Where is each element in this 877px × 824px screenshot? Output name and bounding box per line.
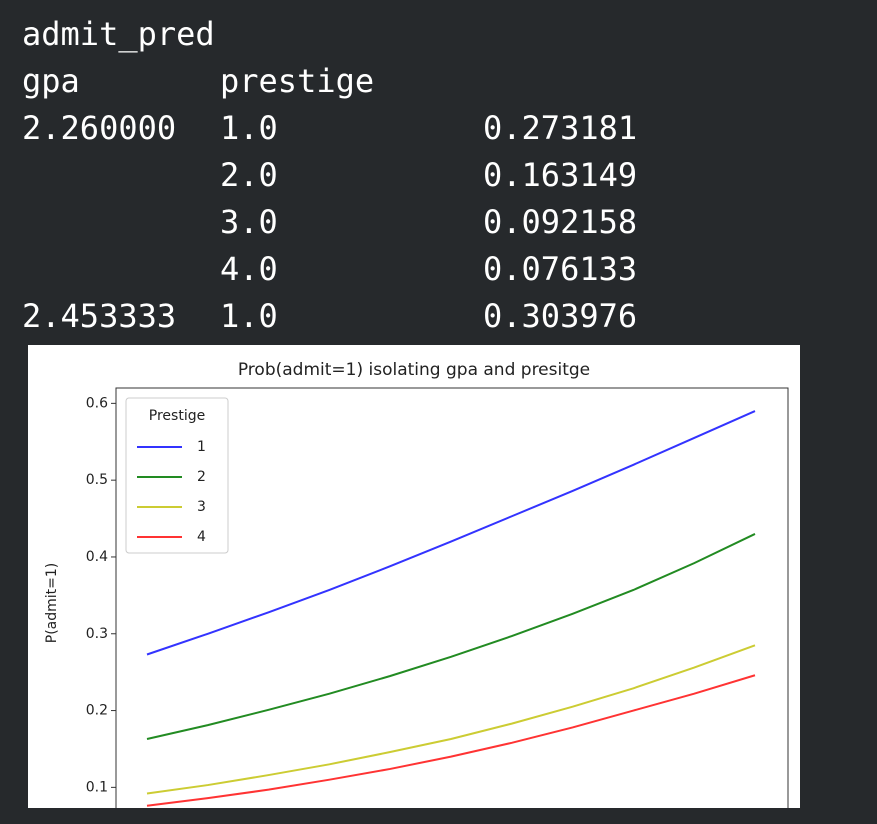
cell-value: 0.163149: [483, 156, 638, 194]
legend-label: 1: [197, 439, 206, 455]
line: [146, 410, 756, 656]
y-tick-label: 0.2: [86, 703, 108, 719]
y-tick-label: 0.5: [86, 472, 108, 488]
line: [146, 644, 756, 795]
legend-label: 3: [197, 499, 206, 515]
index-header: gpa: [22, 62, 80, 100]
cell-value: 0.273181: [483, 109, 638, 147]
y-tick-label: 0.6: [86, 395, 108, 411]
index-value: 2.0: [220, 156, 278, 194]
y-tick-label: 0.1: [86, 779, 108, 795]
index-value: 3.0: [220, 203, 278, 241]
line: [146, 674, 756, 807]
line: [146, 533, 756, 740]
index-value: 4.0: [220, 250, 278, 288]
cell-value: 0.076133: [483, 250, 638, 288]
chart: Prob(admit=1) isolating gpa and presitge…: [28, 345, 800, 808]
y-axis-label: P(admit=1): [44, 563, 60, 644]
legend-label: 4: [197, 529, 206, 545]
index-value: 2.453333: [22, 297, 177, 335]
index-value: 1.0: [220, 297, 278, 335]
plot-frame: [115, 387, 789, 808]
index-value: 2.260000: [22, 109, 177, 147]
chart-title: Prob(admit=1) isolating gpa and presitge: [238, 360, 590, 380]
cell-value: 0.092158: [483, 203, 638, 241]
index-value: 1.0: [220, 109, 278, 147]
legend-title: Prestige: [149, 408, 205, 424]
index-header: prestige: [220, 62, 375, 100]
y-tick-label: 0.4: [86, 549, 108, 565]
cell-value: 0.303976: [483, 297, 638, 335]
y-tick-label: 0.3: [86, 626, 108, 642]
series-name: admit_pred: [22, 15, 215, 53]
legend-label: 2: [197, 469, 206, 485]
legend-box: [125, 397, 229, 554]
